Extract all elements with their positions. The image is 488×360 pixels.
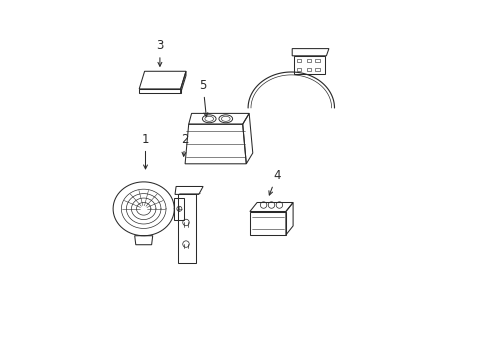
Bar <box>306 68 311 72</box>
Text: 5: 5 <box>199 79 207 117</box>
Bar <box>296 68 301 72</box>
Bar <box>306 59 311 63</box>
Text: 2: 2 <box>181 133 188 156</box>
Bar <box>315 68 319 72</box>
Bar <box>296 59 301 63</box>
Text: 1: 1 <box>142 133 149 169</box>
Text: 4: 4 <box>268 169 280 195</box>
Text: 3: 3 <box>156 39 163 66</box>
Bar <box>315 59 319 63</box>
